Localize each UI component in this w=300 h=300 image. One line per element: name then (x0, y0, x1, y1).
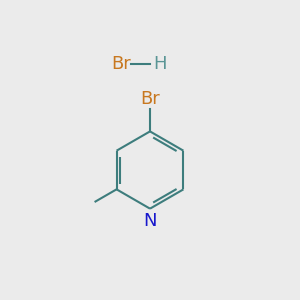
Text: Br: Br (140, 90, 160, 108)
Text: N: N (143, 212, 157, 230)
Text: H: H (153, 55, 167, 73)
Text: Br: Br (112, 55, 131, 73)
